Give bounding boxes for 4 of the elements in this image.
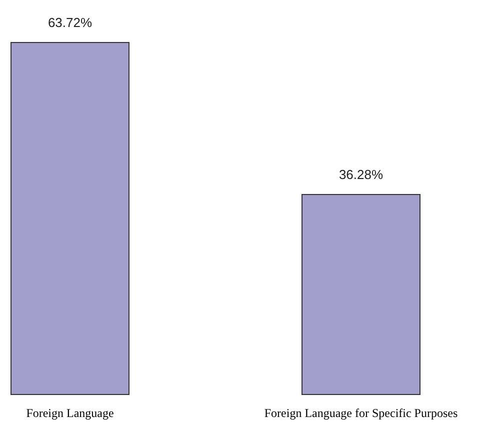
x-tick-label: Foreign Language for Specific Purposes bbox=[264, 406, 458, 420]
data-label: 63.72% bbox=[48, 15, 92, 30]
data-label: 36.28% bbox=[338, 167, 384, 182]
x-tick-label: Foreign Language bbox=[26, 406, 114, 420]
